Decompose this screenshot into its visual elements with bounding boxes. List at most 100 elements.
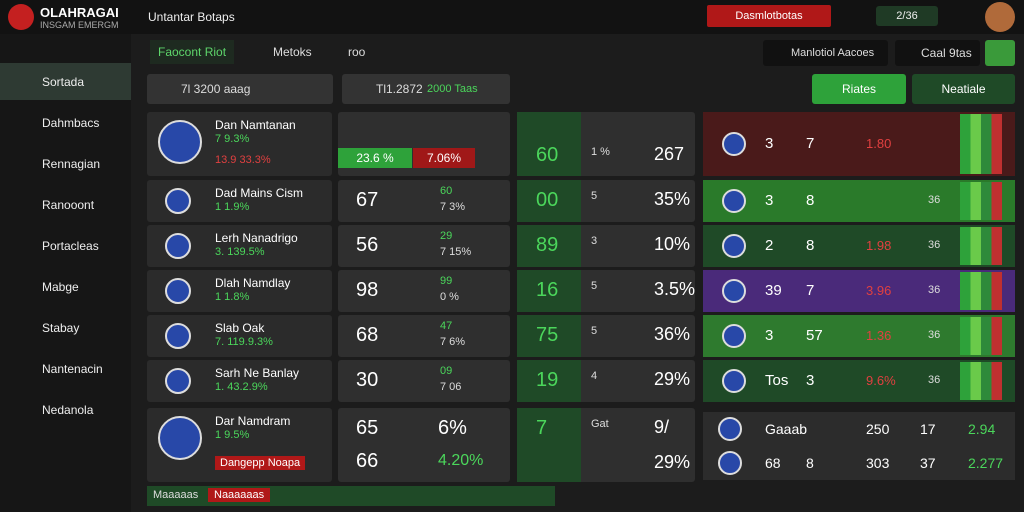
team-stat: 1. 43.2.9% xyxy=(215,381,268,393)
toolbar-tab[interactable]: roo xyxy=(348,45,366,59)
market-value: 75 xyxy=(536,324,559,346)
market-cell-bg xyxy=(517,270,581,312)
standings-mib: 36 xyxy=(928,284,941,296)
standings-mib: 36 xyxy=(928,239,941,251)
odds-bottom: 7 6% xyxy=(440,336,466,348)
team-logo xyxy=(165,368,191,394)
primary-button[interactable]: Riates xyxy=(812,74,906,104)
team-stat: 1 1.8% xyxy=(215,291,250,303)
market-cell-bg xyxy=(517,408,581,482)
action-button[interactable]: Caal 9tas xyxy=(895,40,980,66)
sidebar-item[interactable]: Nantenacin xyxy=(42,362,103,376)
standings-pos: 2 xyxy=(765,237,774,254)
sidebar-item[interactable]: Nedanola xyxy=(42,403,94,417)
odds-top: 47 xyxy=(440,320,453,332)
odds-main: 98 xyxy=(356,279,379,301)
team-stat: 7 9.3% xyxy=(215,133,250,145)
odds-card xyxy=(338,270,510,312)
market-pct: 267 xyxy=(654,144,685,164)
breadcrumb: Untantar Botaps xyxy=(148,10,235,24)
market-sub: 5 xyxy=(591,280,598,292)
market-pct: 36% xyxy=(654,324,691,344)
market-pct: 3.5% xyxy=(654,279,696,299)
sidebar-item[interactable]: Sortada xyxy=(42,75,85,89)
team-sub: 13.9 33.3% xyxy=(215,154,271,166)
odds-main: 30 xyxy=(356,369,379,391)
alert-button[interactable]: Dasmlotbotas xyxy=(707,5,831,27)
sidebar-item[interactable]: Portacleas xyxy=(42,239,99,253)
odds-bar-green: 23.6 % xyxy=(338,148,412,168)
sidebar-item[interactable]: Dahmbacs xyxy=(42,116,100,130)
odds-card xyxy=(338,225,510,267)
team-logo xyxy=(722,369,746,393)
team-name: Dan Namtanan xyxy=(215,118,296,132)
standings-odds: 1.80 xyxy=(866,136,892,151)
odds-top: 09 xyxy=(440,365,453,377)
odds-top: 6% xyxy=(438,417,467,439)
team-name: Dar Namdram xyxy=(215,414,291,428)
odds-main: 67 xyxy=(356,189,379,211)
logo-icon xyxy=(8,4,34,30)
toolbar-tab[interactable]: Metoks xyxy=(273,45,312,59)
odds-main: 56 xyxy=(356,234,379,256)
team-logo xyxy=(165,233,191,259)
odds-top: 99 xyxy=(440,275,453,287)
avatar[interactable] xyxy=(985,2,1015,32)
team-logo xyxy=(722,189,746,213)
market-cell-bg xyxy=(517,360,581,402)
sidebar-item[interactable]: Stabay xyxy=(42,321,80,335)
standings-value: 2.94 xyxy=(968,421,996,437)
sidebar-item[interactable]: Rennagian xyxy=(42,157,101,171)
team-stat: 3. 139.5% xyxy=(215,246,265,258)
sidebar-item[interactable]: Ranooont xyxy=(42,198,95,212)
market-pct: 29% xyxy=(654,369,691,389)
standings-value: 17 xyxy=(920,421,936,437)
standings-value: 303 xyxy=(866,455,890,471)
odds-card xyxy=(338,408,510,482)
odds-bottom: 0 % xyxy=(440,291,459,303)
team-logo xyxy=(722,324,746,348)
standings-pos: 3 xyxy=(765,135,774,152)
market-sub: 5 xyxy=(591,190,598,202)
standings-mib: 36 xyxy=(928,374,941,386)
standings-pos: Tos xyxy=(765,372,789,389)
counter[interactable]: 2/36 xyxy=(876,6,938,26)
team-name: Slab Oak xyxy=(215,321,265,335)
odds-card xyxy=(338,315,510,357)
logo-title: OLAHRAGAI xyxy=(40,5,119,20)
team-logo xyxy=(165,323,191,349)
standings-pos: 39 xyxy=(765,282,782,299)
footer-badge: Naaaaaas xyxy=(208,488,271,502)
odds-card xyxy=(338,360,510,402)
standings-value: Gaaab xyxy=(765,421,808,437)
secondary-button[interactable]: Neatiale xyxy=(912,74,1015,104)
team-logo xyxy=(722,234,746,258)
header xyxy=(0,0,1024,34)
footer-label: Maaaaas xyxy=(153,489,199,501)
standings-row xyxy=(703,446,1015,480)
standings-games: 7 xyxy=(806,135,815,152)
market-sub: Gat xyxy=(591,418,609,430)
confirm-button[interactable] xyxy=(985,40,1015,66)
market-value: 89 xyxy=(536,234,559,256)
team-logo xyxy=(718,417,742,441)
market-pct: 35% xyxy=(654,189,691,209)
toolbar-tab[interactable]: Faocont Riot xyxy=(150,40,235,64)
sidebar-item[interactable]: Mabge xyxy=(42,280,79,294)
match-select[interactable]: Manlotiol Aacoes xyxy=(763,40,888,66)
team-logo xyxy=(722,132,746,156)
filter-input[interactable]: 7l 3200 aaag xyxy=(147,74,333,104)
standings-pos: 3 xyxy=(765,192,774,209)
standings-value: 68 xyxy=(765,455,781,471)
odds-card xyxy=(338,180,510,222)
team-logo xyxy=(718,451,742,475)
team-logo xyxy=(165,278,191,304)
standings-bars xyxy=(960,227,1002,265)
odds-bar-red: 7.06% xyxy=(413,148,475,168)
standings-pos: 3 xyxy=(765,327,774,344)
filter-select[interactable]: Tl1.2872 xyxy=(342,74,510,104)
standings-games: 8 xyxy=(806,192,815,209)
standings-bars xyxy=(960,272,1002,310)
team-badge: Dangepp Noapa xyxy=(215,456,306,470)
